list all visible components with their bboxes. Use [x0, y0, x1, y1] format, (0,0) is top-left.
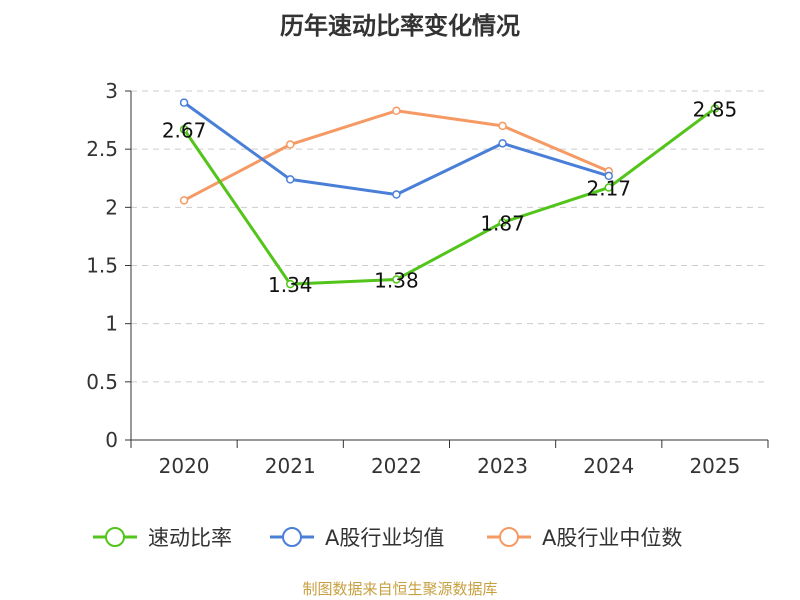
- data-label: 2.17: [586, 177, 631, 201]
- data-label: 1.87: [480, 211, 525, 235]
- legend-swatch-marker: [105, 527, 125, 547]
- chart-title: 历年速动比率变化情况: [280, 12, 520, 40]
- data-point: [604, 183, 613, 192]
- x-tick-label: 2021: [265, 454, 316, 478]
- data-point: [604, 171, 613, 181]
- series-line-1: [183, 101, 610, 197]
- data-point: [179, 125, 189, 134]
- data-point: [392, 106, 401, 116]
- legend-label: 速动比率: [148, 526, 232, 550]
- x-tick-label: 2023: [477, 454, 528, 478]
- y-tick-label: 0.5: [86, 370, 118, 394]
- series-line-0: [182, 107, 716, 286]
- data-point: [498, 218, 507, 227]
- x-tick-label: 2025: [689, 454, 740, 478]
- y-tick-label: 1: [105, 312, 118, 336]
- data-label: 2.67: [162, 118, 207, 142]
- data-point: [286, 175, 295, 184]
- y-tick-label: 2: [105, 195, 118, 219]
- y-tick-label: 0: [105, 428, 118, 452]
- data-point: [286, 140, 295, 149]
- data-label: 1.38: [374, 268, 419, 292]
- legend-label: A股行业均值: [325, 526, 444, 550]
- legend-label: A股行业中位数: [542, 526, 682, 550]
- data-point: [179, 196, 189, 205]
- data-point: [498, 121, 507, 131]
- data-point: [179, 98, 189, 107]
- data-point: [498, 139, 507, 148]
- data-point: [392, 190, 401, 199]
- data-label: 1.34: [268, 273, 313, 297]
- y-tick-label: 1.5: [86, 254, 118, 278]
- data-point: [392, 275, 401, 284]
- x-tick-label: 2024: [583, 454, 634, 478]
- y-tick-label: 3: [105, 79, 118, 103]
- x-tick-label: 2020: [159, 454, 210, 478]
- y-tick-label: 2.5: [86, 137, 118, 161]
- legend-swatch-marker: [282, 527, 302, 547]
- data-point: [710, 104, 720, 113]
- data-point: [286, 279, 295, 289]
- source-footer: 制图数据来自恒生聚源数据库: [302, 580, 498, 598]
- x-tick-label: 2022: [371, 454, 422, 478]
- data-label: 2.85: [693, 97, 738, 121]
- legend-swatch-marker: [499, 527, 519, 547]
